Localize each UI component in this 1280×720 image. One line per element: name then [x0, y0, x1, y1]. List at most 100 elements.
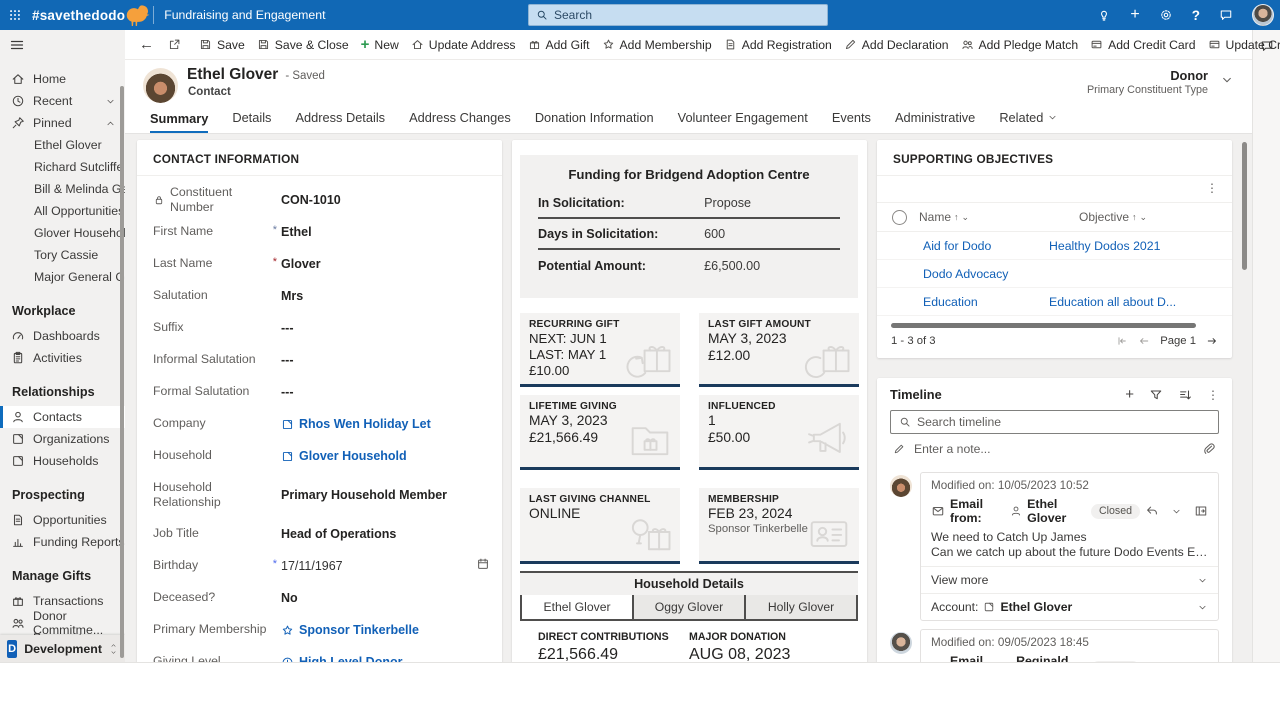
objective-name-link[interactable]: Aid for Dodo	[923, 238, 992, 253]
household-link[interactable]: Glover Household	[299, 449, 407, 463]
previous-page-icon[interactable]	[1138, 335, 1150, 347]
tab-summary[interactable]: Summary	[150, 111, 209, 133]
sidebar-item-opportunities[interactable]: Opportunities	[0, 509, 125, 531]
objective-name-link[interactable]: Education	[923, 294, 978, 309]
popout-button[interactable]	[162, 30, 187, 59]
tab-administrative[interactable]: Administrative	[894, 110, 976, 125]
new-button[interactable]: + New	[360, 36, 399, 53]
pinned-item[interactable]: Tory Cassie	[34, 248, 99, 262]
calendar-icon[interactable]	[476, 557, 490, 576]
add-membership-button[interactable]: Add Membership	[596, 30, 718, 59]
field-job-title: Job Title Head of Operations	[153, 526, 397, 541]
tab-donation-information[interactable]: Donation Information	[534, 110, 654, 125]
quick-create-plus-icon[interactable]: +	[1130, 6, 1140, 23]
next-page-icon[interactable]	[1206, 335, 1218, 347]
header-expand-chevron-icon[interactable]	[1220, 73, 1234, 92]
tab-address-changes[interactable]: Address Changes	[409, 110, 511, 125]
chevron-down-icon[interactable]	[1171, 506, 1182, 517]
feedback-icon[interactable]	[1219, 8, 1233, 22]
save-button[interactable]: Save	[193, 30, 251, 59]
add-gift-button[interactable]: Add Gift	[522, 30, 596, 59]
sidebar-item-donor-commitments[interactable]: Donor Commitme...	[0, 609, 125, 637]
tab-related[interactable]: Related	[999, 110, 1058, 133]
app-launcher-waffle-icon[interactable]	[0, 0, 30, 30]
reply-icon[interactable]	[1145, 504, 1159, 518]
sidebar-item-pinned[interactable]: Pinned	[0, 112, 125, 134]
filter-icon[interactable]	[1149, 388, 1163, 402]
pinned-item[interactable]: All Opportunities	[34, 204, 125, 218]
teams-chat-icon[interactable]	[1260, 39, 1274, 663]
column-header-objective[interactable]: Objective ↑ ⌄	[1079, 210, 1148, 224]
back-button[interactable]: ←	[139, 36, 154, 53]
view-more-row[interactable]: View more	[921, 566, 1218, 593]
objective-name-link[interactable]: Dodo Advocacy	[923, 266, 1009, 281]
add-pledge-match-button[interactable]: Add Pledge Match	[955, 30, 1085, 59]
email-activity-card[interactable]: Modified on: 09/05/2023 18:45 Email from…	[920, 629, 1219, 664]
pinned-item[interactable]: Major General Gif...	[34, 270, 125, 284]
sidebar-section-prospecting: Prospecting	[12, 488, 85, 502]
update-address-button[interactable]: Update Address	[405, 30, 522, 59]
email-activity-card[interactable]: Modified on: 10/05/2023 10:52 Email from…	[920, 472, 1219, 621]
add-registration-button[interactable]: Add Registration	[718, 30, 838, 59]
help-icon[interactable]: ?	[1191, 7, 1200, 23]
tab-address-details[interactable]: Address Details	[295, 110, 386, 125]
timeline-search-box[interactable]	[890, 410, 1219, 434]
sidebar-item-contacts[interactable]: Contacts	[0, 406, 125, 428]
sidebar-scrollbar[interactable]	[120, 86, 124, 658]
pinned-item[interactable]: Ethel Glover	[34, 138, 102, 152]
area-switcher[interactable]: D Development	[0, 635, 125, 662]
sidebar-item-organizations[interactable]: Organizations	[0, 428, 125, 450]
tab-volunteer-engagement[interactable]: Volunteer Engagement	[677, 110, 808, 125]
open-record-icon[interactable]	[1194, 661, 1208, 663]
sort-icon[interactable]	[1178, 388, 1192, 402]
header-field-constituent-type[interactable]: Donor Primary Constituent Type	[1086, 68, 1208, 96]
user-avatar[interactable]	[1252, 4, 1274, 26]
membership-link[interactable]: Sponsor Tinkerbelle	[299, 623, 419, 637]
lightbulb-icon[interactable]	[1097, 8, 1111, 22]
main-scrollbar[interactable]	[1242, 142, 1247, 270]
timeline-overflow-icon[interactable]: ⋮	[1207, 387, 1219, 402]
reply-icon[interactable]	[1145, 661, 1159, 663]
sidebar-item-households[interactable]: Households	[0, 450, 125, 472]
sidebar-item-transactions[interactable]: Transactions	[0, 590, 125, 612]
timeline-search-input[interactable]	[917, 415, 1210, 429]
tab-details[interactable]: Details	[232, 110, 272, 125]
objective-link[interactable]: Healthy Dodos 2021	[1049, 238, 1161, 253]
sidebar-item-activities[interactable]: Activities	[0, 347, 125, 369]
chevron-down-icon[interactable]	[1171, 663, 1182, 664]
sitemap-toggle-button[interactable]	[0, 30, 125, 60]
save-and-close-button[interactable]: Save & Close	[251, 30, 355, 59]
pinned-item[interactable]: Glover Household	[34, 226, 125, 240]
pinned-item[interactable]: Richard Sutcliffe	[34, 160, 124, 174]
column-header-name[interactable]: Name ↑ ⌄	[919, 210, 970, 224]
open-record-icon[interactable]	[1194, 504, 1208, 518]
account-row[interactable]: Account: Ethel Glover	[921, 593, 1218, 620]
first-page-icon[interactable]	[1116, 335, 1128, 347]
sidebar-item-recent[interactable]: Recent	[0, 90, 125, 112]
objective-link[interactable]: Education all about D...	[1049, 294, 1177, 309]
tab-events[interactable]: Events	[831, 110, 871, 125]
grid-overflow-icon[interactable]: ⋮	[1206, 181, 1218, 195]
timeline-add-icon[interactable]: +	[1125, 386, 1134, 403]
update-credit-card-button[interactable]: Update Credit Card	[1202, 30, 1280, 59]
select-all-checkbox[interactable]	[892, 209, 907, 225]
note-entry-row[interactable]: Enter a note...	[890, 434, 1219, 464]
company-link[interactable]: Rhos Wen Holiday Let	[299, 417, 431, 431]
horizontal-scrollbar[interactable]	[891, 323, 1196, 328]
household-tab-holly[interactable]: Holly Glover	[746, 595, 856, 619]
settings-gear-icon[interactable]	[1159, 8, 1173, 22]
household-tab-ethel[interactable]: Ethel Glover	[522, 595, 634, 619]
global-search-box[interactable]	[528, 4, 828, 26]
contact-avatar[interactable]	[143, 68, 178, 103]
paperclip-icon[interactable]	[1202, 442, 1217, 457]
app-name[interactable]: Fundraising and Engagement	[164, 8, 326, 22]
sidebar-item-dashboards[interactable]: Dashboards	[0, 325, 125, 347]
giving-level-link[interactable]: High Level Donor	[299, 655, 403, 663]
global-search-input[interactable]	[554, 8, 820, 22]
household-tab-oggy[interactable]: Oggy Glover	[634, 595, 746, 619]
sidebar-item-funding-reports[interactable]: Funding Reports	[0, 531, 125, 553]
add-declaration-button[interactable]: Add Declaration	[838, 30, 955, 59]
pinned-item[interactable]: Bill & Melinda Gat...	[34, 182, 125, 196]
sidebar-item-home[interactable]: Home	[0, 68, 125, 90]
add-credit-card-button[interactable]: Add Credit Card	[1084, 30, 1201, 59]
